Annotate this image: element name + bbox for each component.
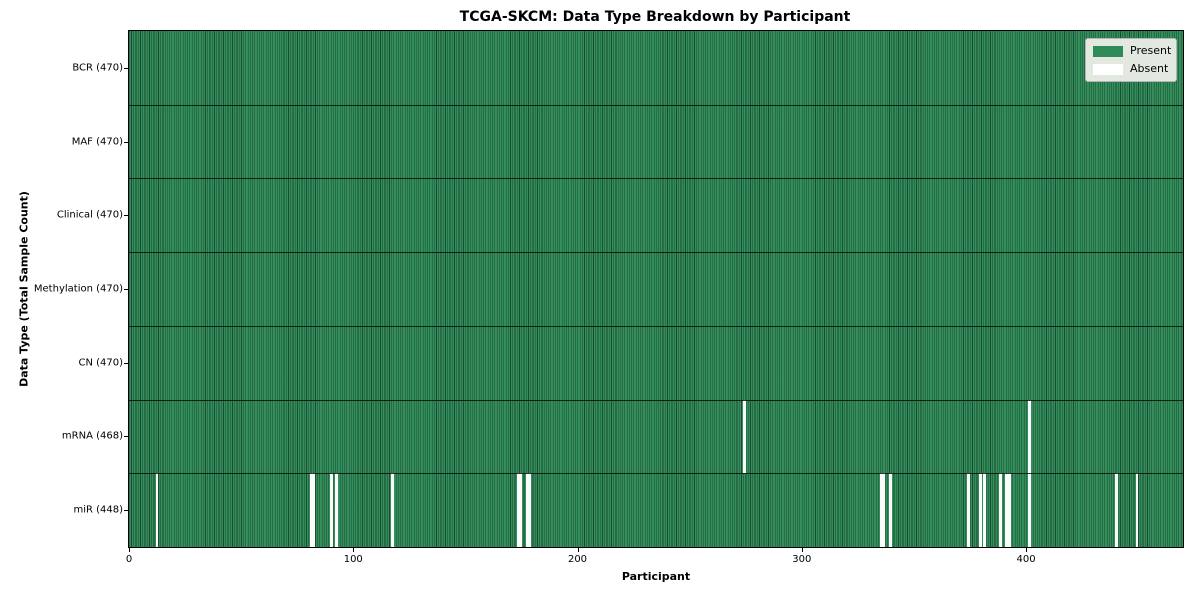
row-separator bbox=[129, 399, 1183, 401]
heatmap-row-maf bbox=[129, 104, 1183, 179]
x-tick-label-400: 400 bbox=[1016, 554, 1036, 565]
x-axis-label: Participant bbox=[621, 570, 691, 583]
legend-absent-label: Absent bbox=[1130, 62, 1169, 75]
heatmap-row-clinical bbox=[129, 178, 1183, 253]
row-separator bbox=[129, 473, 1183, 475]
x-tick-label-100: 100 bbox=[343, 554, 363, 565]
absent-cell bbox=[330, 473, 334, 547]
y-tick-label-mir: miR (448) bbox=[73, 504, 123, 516]
x-tick-label-200: 200 bbox=[567, 554, 588, 565]
absent-cell bbox=[525, 473, 529, 547]
row-separator bbox=[129, 252, 1183, 254]
absent-cell bbox=[1005, 473, 1009, 547]
absent-cell bbox=[882, 473, 886, 547]
absent-cell bbox=[155, 473, 159, 547]
absent-cell bbox=[1027, 473, 1031, 547]
y-tick-label-maf: MAF (470) bbox=[71, 136, 123, 148]
x-tick-mark bbox=[129, 548, 130, 552]
y-tick-label-methylation: Methylation (470) bbox=[33, 283, 123, 295]
legend-entry-present: Present bbox=[1093, 44, 1172, 58]
absent-cell bbox=[1115, 473, 1119, 547]
absent-cell bbox=[527, 473, 531, 547]
legend-present-swatch bbox=[1093, 45, 1123, 57]
row-separator bbox=[129, 178, 1183, 180]
legend-entry-absent: Absent bbox=[1093, 62, 1169, 76]
heatmap-plot-area bbox=[128, 30, 1184, 548]
y-tick-mark bbox=[124, 362, 128, 364]
absent-cell bbox=[1027, 399, 1031, 474]
absent-cell bbox=[888, 473, 892, 547]
x-tick-label-0: 0 bbox=[125, 554, 133, 565]
absent-cell bbox=[879, 473, 883, 547]
y-tick-mark bbox=[124, 436, 128, 438]
absent-cell bbox=[334, 473, 338, 547]
absent-cell bbox=[312, 473, 316, 547]
absent-cell bbox=[1135, 473, 1139, 547]
heatmap-row-mrna bbox=[129, 399, 1183, 474]
y-tick-mark bbox=[124, 141, 128, 143]
y-tick-mark bbox=[124, 289, 128, 290]
heatmap-row-methylation bbox=[129, 252, 1183, 326]
y-tick-label-bcr: BCR (470) bbox=[72, 62, 123, 74]
legend-absent-swatch bbox=[1093, 63, 1123, 75]
y-tick-mark bbox=[124, 215, 128, 217]
x-tick-mark bbox=[1026, 548, 1028, 552]
absent-cell bbox=[310, 473, 314, 547]
y-tick-label-cn: CN (470) bbox=[78, 357, 123, 369]
absent-cell bbox=[743, 399, 747, 474]
chart-title: TCGA-SKCM: Data Type Breakdown by Partic… bbox=[459, 9, 851, 25]
absent-cell bbox=[978, 473, 982, 547]
heatmap-row-bcr bbox=[129, 31, 1183, 105]
heatmap-row-mir bbox=[129, 473, 1183, 547]
absent-cell bbox=[518, 473, 522, 547]
x-tick-label-300: 300 bbox=[792, 554, 812, 565]
absent-cell bbox=[983, 473, 986, 547]
absent-cell bbox=[516, 473, 520, 547]
legend: Present Absent bbox=[1085, 38, 1177, 82]
y-tick-mark bbox=[124, 510, 128, 512]
absent-cell bbox=[967, 473, 971, 547]
absent-cell bbox=[1007, 473, 1011, 547]
absent-cell bbox=[998, 473, 1002, 547]
y-tick-mark bbox=[124, 67, 128, 69]
row-separator bbox=[129, 325, 1183, 327]
y-tick-label-mrna: mRNA (468) bbox=[61, 430, 123, 442]
x-tick-mark bbox=[801, 548, 803, 552]
y-tick-label-clinical: Clinical (470) bbox=[56, 209, 123, 221]
x-tick-mark bbox=[353, 548, 355, 552]
row-separator bbox=[129, 104, 1183, 106]
absent-cell bbox=[391, 473, 394, 547]
x-tick-mark bbox=[577, 548, 579, 552]
heatmap-row-cn bbox=[129, 325, 1183, 400]
legend-present-label: Present bbox=[1130, 44, 1172, 57]
